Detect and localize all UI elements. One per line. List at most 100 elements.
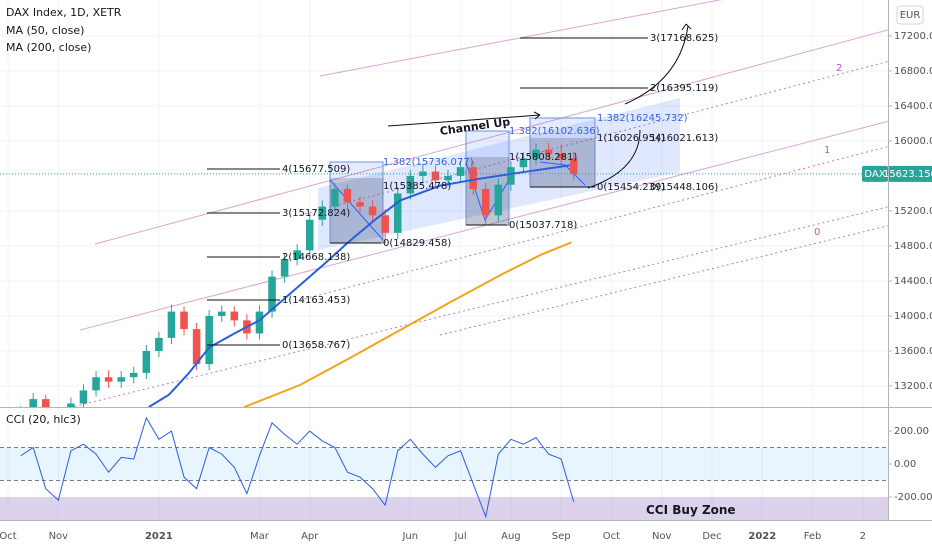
- fib-label: 0(13658.767): [282, 340, 350, 351]
- candle-body: [41, 399, 50, 407]
- candle-body: [569, 158, 578, 175]
- y-tick-label: 16400.00: [894, 101, 932, 112]
- axes: Oct Nov 2021 Mar Apr Jun Jul Aug Sep Oct Nov Dec 202…: [0, 31, 932, 542]
- channel-arrow: [387, 111, 541, 127]
- fib-trend: [539, 161, 586, 186]
- legend: DAX Index, 1D, XETR MA (50, close) MA (2…: [6, 5, 924, 54]
- x-tick-label: Jul: [454, 531, 467, 542]
- fib-label: 1.382(16245.732): [597, 113, 688, 124]
- y-tick-label: 13600.00: [894, 346, 932, 357]
- candle-body: [180, 311, 188, 330]
- fib-label: 1.382(15736.077): [383, 157, 474, 168]
- x-tick-label: Nov: [49, 531, 69, 542]
- y-tick-label: 16000.00: [894, 136, 932, 147]
- fib-box: [529, 117, 596, 188]
- x-tick-label: Oct: [603, 531, 620, 542]
- x-tick-label: 2: [860, 531, 866, 542]
- projection-arrow: [587, 129, 641, 189]
- price-plot: [0, 142, 888, 407]
- y-tick-label: 0.00: [894, 459, 916, 470]
- candle-body: [217, 311, 226, 316]
- channel-line: [299, 145, 888, 301]
- channel-line: [79, 120, 888, 331]
- candle-body: [343, 189, 352, 203]
- x-tick-label: Apr: [301, 531, 319, 542]
- fib-label: 1(14163.453): [282, 295, 350, 306]
- candle-body: [142, 350, 151, 373]
- candle-body: [519, 158, 528, 168]
- candle-body: [368, 206, 377, 216]
- x-tick-label: Feb: [804, 531, 822, 542]
- candle-body: [356, 202, 364, 207]
- buy-zone: [0, 496, 888, 520]
- x-tick-label: 2022: [748, 531, 776, 542]
- channel-label: 2: [836, 63, 842, 74]
- candle-body: [406, 175, 415, 194]
- x-tick-label: Aug: [501, 531, 521, 542]
- x-tick-label: Jun: [401, 531, 418, 542]
- candle-body: [431, 171, 440, 181]
- currency-box[interactable]: [896, 5, 924, 25]
- candle-body: [79, 390, 88, 404]
- candle-body: [104, 377, 113, 382]
- fib-label: 0(15448.106): [650, 182, 718, 193]
- candle-body: [155, 337, 163, 351]
- cci-plot: [20, 416, 575, 519]
- channel-label: 0: [814, 227, 820, 238]
- fib-label: 1(15808.281): [509, 152, 577, 163]
- channel-line: [439, 225, 888, 336]
- y-tick-label: 13200.00: [894, 381, 932, 392]
- projection-arrow: [624, 25, 689, 105]
- candle-body: [456, 167, 465, 176]
- fib-label: 3(15172.824): [282, 208, 350, 219]
- legend-entry: MA (200, close): [6, 41, 91, 54]
- buy-zone-label: CCI Buy Zone: [646, 503, 736, 517]
- y-tick-label: -200.00: [894, 492, 932, 503]
- fib-label: 0(14829.458): [383, 238, 451, 249]
- candle-body: [494, 184, 503, 216]
- candle-body: [481, 189, 490, 216]
- candle-body: [67, 403, 75, 407]
- price-tag-box: [889, 165, 932, 182]
- fib-label: 0(15037.718): [509, 220, 577, 231]
- candle-body: [544, 149, 553, 155]
- candle-body: [305, 219, 314, 251]
- candle-body: [255, 311, 264, 334]
- candle-body: [419, 171, 427, 176]
- candle-body: [532, 149, 540, 159]
- candle-body: [331, 189, 339, 207]
- y-tick-label: 17200.00: [894, 31, 932, 42]
- channel-line: [319, 0, 723, 77]
- fib-label: 2(16395.119): [650, 83, 718, 94]
- x-tick-label: 2021: [145, 531, 173, 542]
- x-tick-label: Sep: [552, 531, 571, 542]
- cci-pane: CCI Buy Zone: [0, 416, 888, 520]
- candle-body: [280, 259, 289, 277]
- chart-title: DAX Index, 1D, XETR: [6, 6, 122, 19]
- y-tick-label: 200.00: [894, 426, 929, 437]
- fib-label: 1.382(16102.636): [509, 126, 600, 137]
- y-tick-label: 14400.00: [894, 276, 932, 287]
- fib-label: 1(16021.613): [650, 133, 718, 144]
- candle-body: [444, 175, 452, 181]
- candle-body: [507, 167, 515, 185]
- channel-line: [94, 29, 888, 245]
- fib-label: 3(17168.625): [650, 33, 718, 44]
- fib-label: 1(15385.478): [383, 181, 451, 192]
- candle-body: [29, 399, 37, 407]
- candle-body: [205, 315, 213, 365]
- candle-body: [393, 193, 402, 233]
- price-tag-name: DAX: [864, 169, 885, 180]
- channel-line: [70, 206, 888, 407]
- y-tick-label: 15200.00: [894, 206, 932, 217]
- cci-band: [0, 447, 888, 481]
- candle-body: [230, 311, 239, 321]
- x-tick-label: Nov: [652, 531, 672, 542]
- candle-body: [381, 215, 389, 233]
- candle-body: [557, 154, 565, 159]
- candle-body: [318, 206, 327, 220]
- candle-body: [293, 250, 301, 260]
- grid: [0, 0, 888, 520]
- currency[interactable]: EUR: [900, 10, 921, 21]
